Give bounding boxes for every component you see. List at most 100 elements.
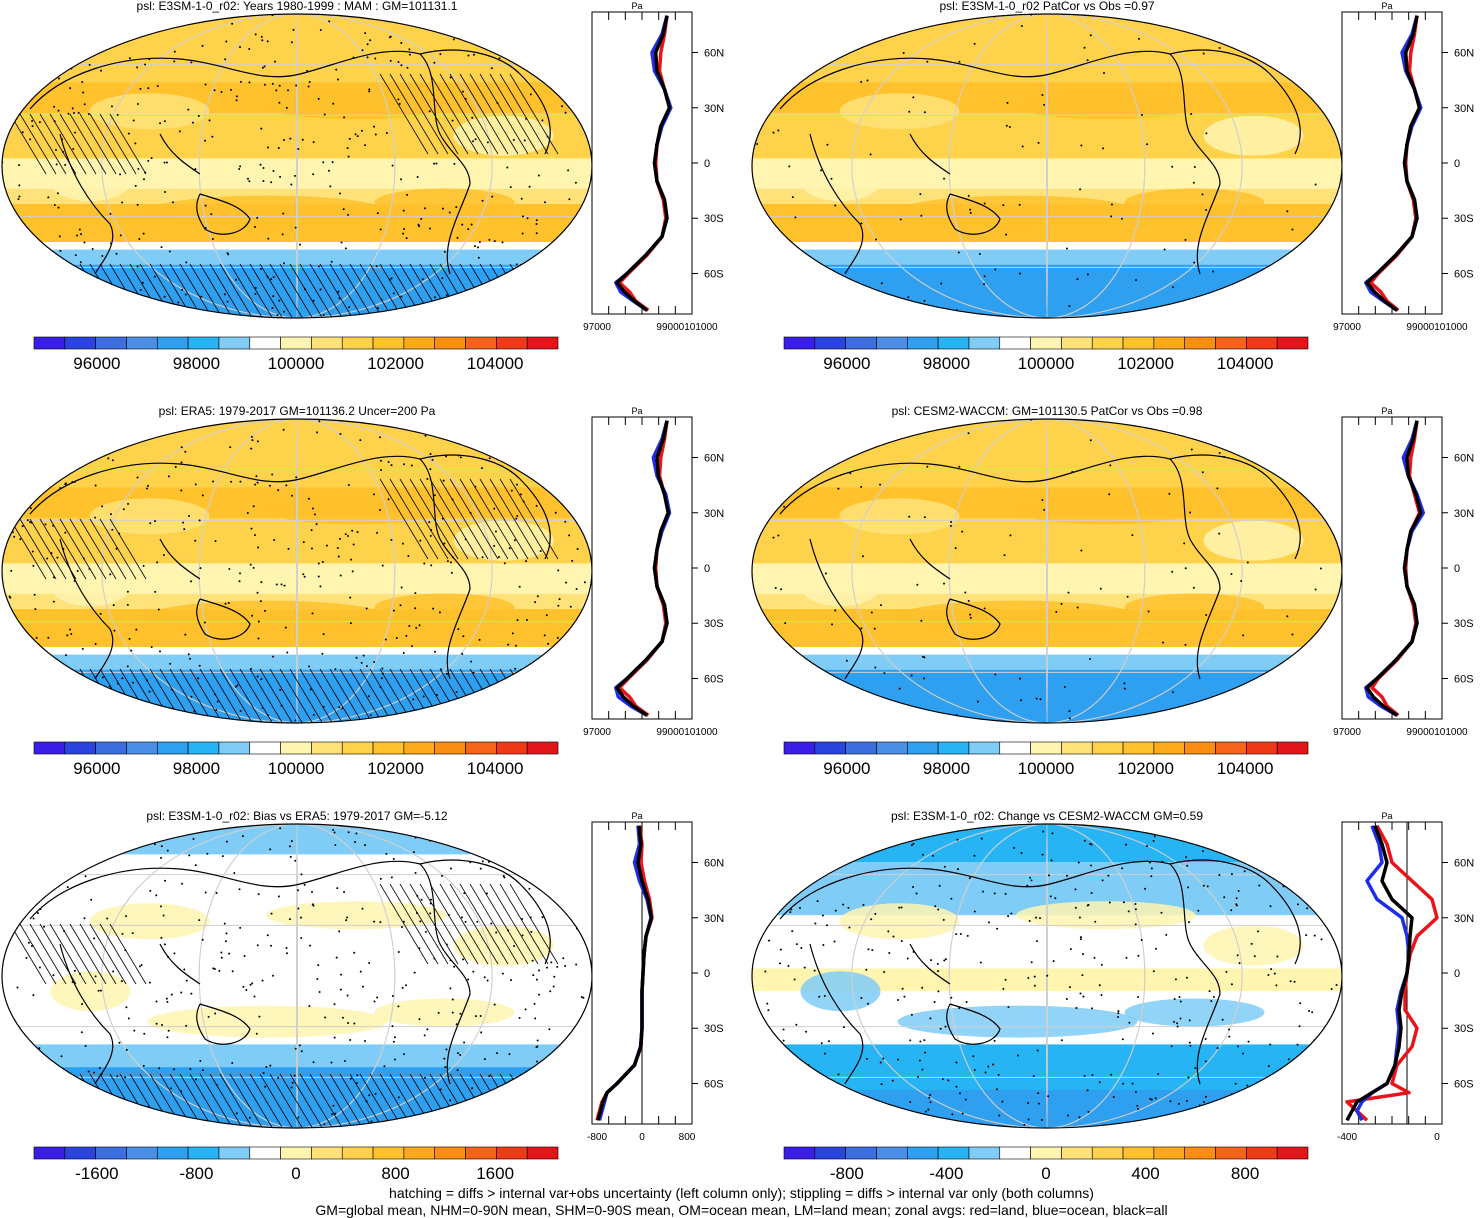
- graticule: [2, 419, 592, 723]
- colorbar-swatch: [1030, 336, 1062, 350]
- colorbar-swatch: [95, 741, 127, 755]
- coastline-path: [159, 133, 201, 175]
- colorbar-label: 96000: [823, 354, 870, 373]
- colorbar-swatch: [187, 1146, 220, 1160]
- colorbar-label: 102000: [367, 759, 424, 778]
- panel-0: psl: E3SM-1-0_r02: Years 1980-1999 : MAM…: [0, 0, 740, 395]
- colorbar-swatch: [999, 336, 1031, 350]
- colorbar-swatch: [1091, 741, 1124, 755]
- zonal-x-tick-label: 97000: [583, 727, 611, 738]
- map-blob: [374, 998, 515, 1027]
- lat-tick-label: 60S: [1454, 268, 1474, 280]
- colorbar-swatch: [33, 336, 66, 350]
- map-blob: [50, 971, 131, 1012]
- colorbar-label: -800: [830, 1164, 864, 1183]
- colorbar-swatch: [280, 741, 312, 755]
- lat-tick-label: 60N: [704, 858, 724, 870]
- coastline-path: [159, 943, 201, 985]
- colorbar-swatch: [465, 336, 497, 350]
- map-blob: [266, 496, 446, 525]
- lat-tick-label: 60S: [1454, 673, 1474, 685]
- colorbar-swatch: [1122, 336, 1155, 350]
- coastlines: [29, 454, 551, 680]
- colorbar-swatch: [1153, 1146, 1186, 1160]
- colorbar-swatch: [968, 741, 1001, 755]
- zonal-series-all: [596, 825, 654, 1121]
- colorbar-swatch: [876, 741, 908, 755]
- colorbar-swatch: [126, 741, 158, 755]
- lat-tick-label: 60S: [1454, 1078, 1474, 1090]
- colorbar-swatch: [1030, 1146, 1062, 1160]
- colorbar-swatch: [64, 741, 96, 755]
- colorbar-label: -800: [179, 1164, 213, 1183]
- colorbar-swatch: [403, 336, 436, 350]
- colorbar-swatch: [937, 741, 970, 755]
- map-blob: [897, 195, 1138, 228]
- colorbar-label: 104000: [1217, 759, 1274, 778]
- colorbar-swatch: [156, 741, 189, 755]
- colorbar-swatch: [1276, 741, 1309, 755]
- zonal-x-tick-label: -400: [1337, 1132, 1357, 1143]
- colorbar: -1600 -800 0 800 1600: [33, 1146, 559, 1183]
- zonal-plot: Pa 60N 30N 0 30S 60S 97000 99000101000: [583, 1, 724, 333]
- colorbar-swatch: [1276, 336, 1309, 350]
- map-blob: [800, 566, 881, 607]
- zonal-plot: Pa 60N 30N 0 30S 60S 97000 99000101000: [583, 406, 724, 738]
- colorbar-label: 100000: [1018, 354, 1075, 373]
- colorbar-swatch: [280, 1146, 312, 1160]
- colorbar-label: 102000: [1117, 759, 1174, 778]
- coastline-path: [909, 538, 951, 580]
- colorbar-swatch: [526, 1146, 559, 1160]
- colorbar-swatch: [33, 741, 66, 755]
- colorbar-swatch: [1091, 1146, 1124, 1160]
- map-blob: [897, 600, 1138, 633]
- lat-tick-label: 0: [704, 158, 710, 170]
- zonal-series-all: [1365, 420, 1423, 717]
- colorbar-swatch: [311, 741, 343, 755]
- colorbar-swatch: [496, 336, 528, 350]
- map-blob: [1203, 115, 1304, 156]
- map-blob: [1016, 496, 1196, 525]
- colorbar-swatch: [341, 1146, 374, 1160]
- colorbar-label: 96000: [73, 354, 120, 373]
- zonal-x-tick-label: 97000: [583, 322, 611, 333]
- map-title: psl: ERA5: 1979-2017 GM=101136.2 Uncer=2…: [158, 404, 436, 418]
- map-blob: [50, 566, 131, 607]
- colorbar-label: 800: [1231, 1164, 1259, 1183]
- colorbar-swatch: [156, 1146, 189, 1160]
- zonal-plot: Pa 60N 30N 0 30S 60S 97000 99000101000: [1333, 406, 1474, 738]
- colorbar-swatch: [906, 1146, 939, 1160]
- colorbar-swatch: [311, 1146, 343, 1160]
- footnote-definitions: GM=global mean, NHM=0-90N mean, SHM=0-90…: [315, 1202, 1168, 1218]
- map-blob: [50, 161, 131, 202]
- colorbar-swatch: [95, 1146, 127, 1160]
- coastlines: [29, 49, 551, 275]
- zonal-x-tick-label: 99000101000: [1406, 727, 1468, 738]
- map-blob: [147, 1005, 388, 1038]
- graticule: [752, 14, 1342, 318]
- colorbar-swatch: [1122, 1146, 1155, 1160]
- coastline-path: [196, 193, 251, 235]
- lat-tick-label: 60N: [1454, 858, 1474, 870]
- map-blob: [374, 593, 515, 622]
- colorbar-label: 100000: [268, 354, 325, 373]
- colorbar-label: 104000: [467, 354, 524, 373]
- map-blob: [89, 93, 210, 130]
- colorbar-swatch: [968, 1146, 1001, 1160]
- colorbar-swatch: [937, 1146, 970, 1160]
- colorbar-swatch: [403, 1146, 436, 1160]
- colorbar-swatch: [1061, 1146, 1093, 1160]
- coastline-path: [909, 133, 951, 175]
- zonal-unit: Pa: [631, 811, 642, 821]
- zonal-x-tick-label: 0: [1434, 1132, 1440, 1143]
- map-svg: 96000 98000 100000 102000 104000: [751, 418, 1343, 778]
- zonal-series-all: [1345, 825, 1414, 1122]
- zonal-frame: [591, 11, 693, 315]
- coastlines: [779, 859, 1301, 1085]
- map-title: psl: CESM2-WACCM: GM=101130.5 PatCor vs …: [891, 404, 1203, 418]
- map-blob: [453, 115, 554, 156]
- zonal-series-land: [1345, 824, 1439, 1122]
- colorbar-swatch: [1030, 741, 1062, 755]
- map-svg: 96000 98000 100000 102000 104000: [1, 13, 593, 373]
- map-blob: [800, 971, 881, 1012]
